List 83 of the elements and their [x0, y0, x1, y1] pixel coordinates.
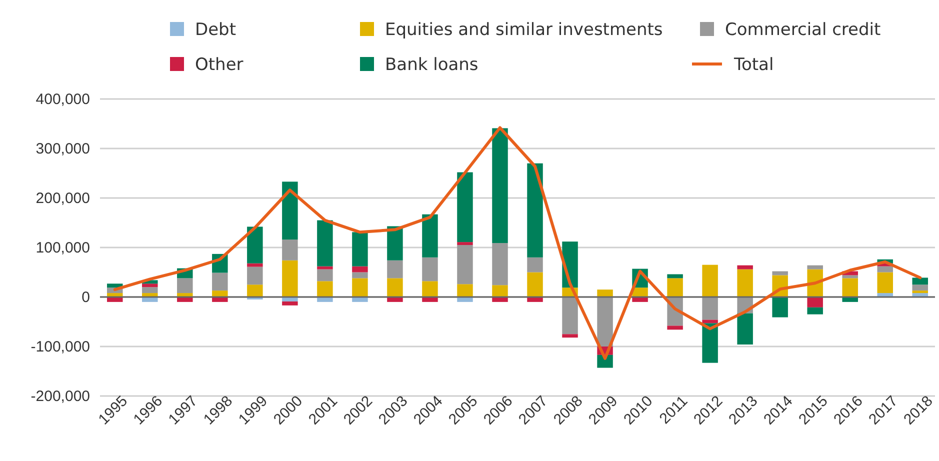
bar: [457, 172, 473, 242]
bar: [247, 226, 263, 264]
bar: [387, 226, 403, 260]
bar: [597, 354, 613, 368]
bar: [842, 278, 858, 297]
y-tick-label: 100,000: [36, 239, 90, 256]
y-tick-label: -200,000: [30, 388, 90, 405]
bar: [352, 266, 368, 272]
bar: [807, 297, 823, 308]
bar: [457, 284, 473, 297]
bar: [317, 266, 333, 270]
bar: [457, 242, 473, 246]
bar: [352, 272, 368, 278]
bar: [527, 163, 543, 258]
bar: [527, 257, 543, 272]
bar: [562, 297, 578, 334]
bar: [142, 293, 158, 297]
bar: [772, 271, 788, 276]
bar: [597, 290, 613, 297]
bar: [737, 269, 753, 297]
legend-label: Bank loans: [385, 54, 478, 75]
bar: [562, 334, 578, 338]
bar: [842, 275, 858, 278]
bar: [352, 232, 368, 266]
bar: [212, 290, 228, 297]
bar: [912, 290, 928, 294]
bar: [877, 272, 893, 294]
bar: [667, 326, 683, 330]
bar: [737, 313, 753, 345]
legend-label: Other: [195, 54, 244, 75]
bar: [282, 240, 298, 260]
bar: [282, 182, 298, 240]
bar: [877, 266, 893, 272]
bar: [142, 287, 158, 294]
bar: [422, 214, 438, 258]
bar: [282, 260, 298, 297]
y-tick-label: 200,000: [36, 190, 90, 207]
legend-label: Total: [733, 54, 774, 75]
bar: [667, 278, 683, 297]
bar: [177, 293, 193, 297]
bar: [107, 284, 123, 288]
bar: [247, 266, 263, 285]
bar: [317, 220, 333, 266]
bar: [352, 278, 368, 297]
bar: [527, 272, 543, 297]
bar: [317, 269, 333, 282]
bar: [212, 272, 228, 291]
bar: [912, 284, 928, 291]
bar: [807, 265, 823, 270]
y-tick-label: -100,000: [30, 338, 90, 356]
bar: [492, 285, 508, 297]
y-tick-label: 300,000: [36, 140, 90, 158]
bar: [107, 293, 123, 297]
bar: [772, 297, 788, 318]
bar: [177, 278, 193, 294]
legend-label: Commercial credit: [725, 20, 882, 40]
bar: [142, 284, 158, 288]
legend-label: Debt: [195, 20, 236, 40]
bar: [387, 278, 403, 297]
bar: [702, 323, 718, 363]
bar: [597, 297, 613, 346]
bar: [247, 263, 263, 267]
bar: [282, 301, 298, 306]
bar: [737, 265, 753, 270]
bar: [912, 293, 928, 297]
bar: [492, 128, 508, 244]
bar: [457, 245, 473, 284]
bar: [317, 281, 333, 297]
y-tick-label: 0: [82, 288, 90, 306]
bar: [702, 264, 718, 297]
bar: [247, 284, 263, 297]
bar: [422, 281, 438, 297]
bar: [702, 297, 718, 320]
legend-label: Equities and similar investments: [385, 20, 663, 40]
line-series: [113, 126, 922, 360]
bar: [492, 243, 508, 286]
bar: [877, 293, 893, 297]
bar: [912, 278, 928, 285]
bar: [667, 274, 683, 278]
bar: [807, 307, 823, 314]
bar: [422, 257, 438, 282]
y-tick-label: 400,000: [36, 90, 90, 108]
bar: [387, 260, 403, 278]
